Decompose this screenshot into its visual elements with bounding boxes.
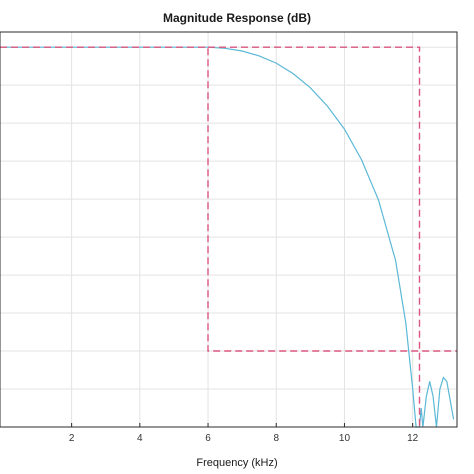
chart-title: Magnitude Response (dB) <box>163 11 311 25</box>
magnitude-response-line <box>3 46 455 428</box>
x-tick-label: 6 <box>205 433 211 444</box>
x-tick-label: 12 <box>407 433 419 444</box>
spec-mask-line <box>208 46 421 427</box>
x-axis-label: Frequency (kHz) <box>196 457 277 469</box>
axes-box <box>0 31 458 428</box>
x-tick-label: 2 <box>69 433 75 444</box>
x-tick-label: 8 <box>273 433 279 444</box>
plot-area: 2 4 6 8 10 12 <box>0 31 458 444</box>
x-tick-label: 4 <box>137 433 143 444</box>
spec-mask-line <box>0 46 457 352</box>
plot-background <box>0 32 457 427</box>
x-tick-label: 10 <box>339 433 351 444</box>
